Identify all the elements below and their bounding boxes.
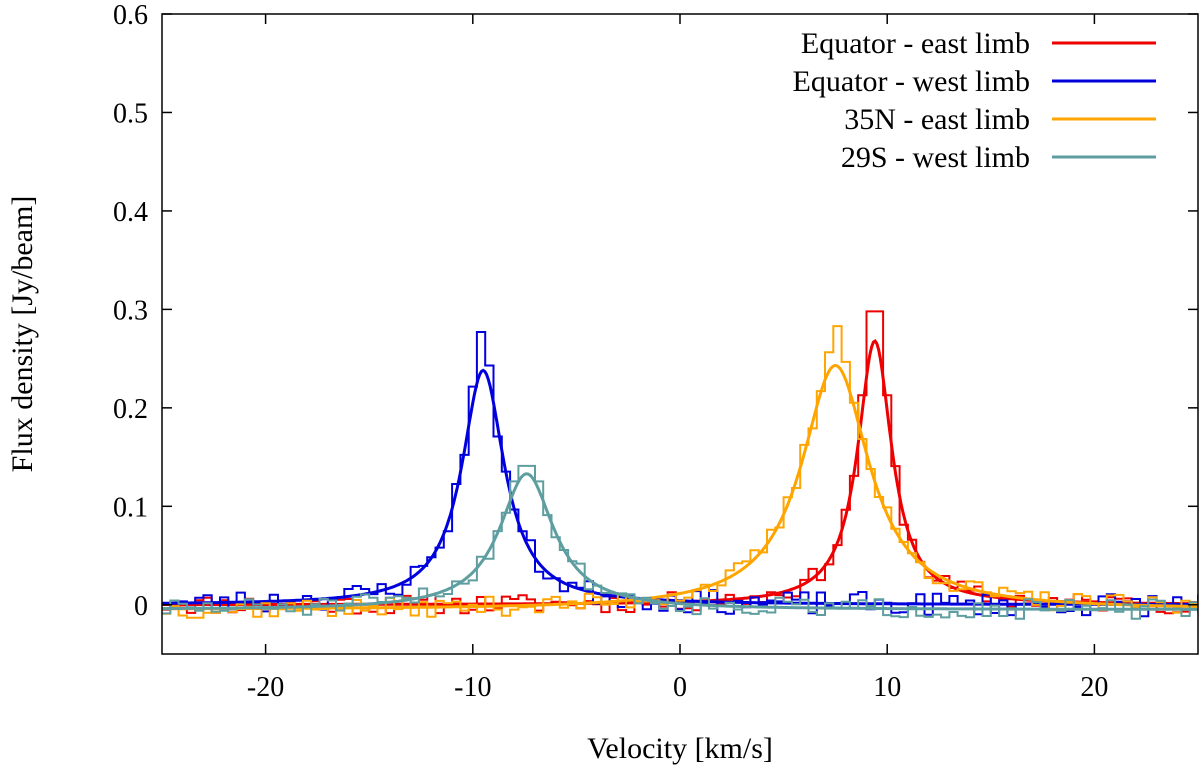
y-tick-label: 0.1	[113, 492, 148, 523]
legend-label: Equator - east limb	[801, 27, 1030, 60]
series-observed-3	[162, 464, 1198, 620]
series-fit-2	[162, 363, 1198, 611]
series-observed-0	[162, 310, 1198, 615]
y-axis-title: Flux density [Jy/beam]	[6, 196, 39, 473]
x-axis-title: Velocity [km/s]	[587, 732, 773, 765]
y-tick-label: 0.4	[113, 197, 148, 228]
x-tick-label: 0	[673, 672, 687, 703]
legend-label: 35N - east limb	[844, 103, 1030, 136]
x-tick-label: -20	[247, 672, 284, 703]
legend: Equator - east limb Equator - west limb 35…	[793, 27, 1156, 174]
axis-ticks: -20 -10 0 10 20 0 0.1 0.2 0.3 0.4 0.5 0.6	[113, 0, 1198, 703]
y-tick-label: 0.5	[113, 98, 148, 129]
series-fit-0	[162, 338, 1198, 606]
series-observed-2	[162, 325, 1198, 619]
x-tick-label: -10	[454, 672, 491, 703]
series-layer	[162, 310, 1198, 620]
series-fit-3	[162, 472, 1198, 611]
x-tick-label: 20	[1080, 672, 1108, 703]
legend-label: Equator - west limb	[793, 65, 1030, 98]
series-observed-1	[162, 331, 1198, 618]
x-tick-label: 10	[873, 672, 901, 703]
plot-area	[161, 13, 1199, 655]
plot-frame	[161, 13, 1199, 655]
y-tick-label: 0	[134, 591, 148, 622]
y-tick-label: 0.2	[113, 394, 148, 425]
y-tick-label: 0.3	[113, 295, 148, 326]
legend-label: 29S - west limb	[841, 141, 1030, 174]
series-fit-1	[162, 368, 1198, 606]
y-tick-label: 0.6	[113, 0, 148, 31]
